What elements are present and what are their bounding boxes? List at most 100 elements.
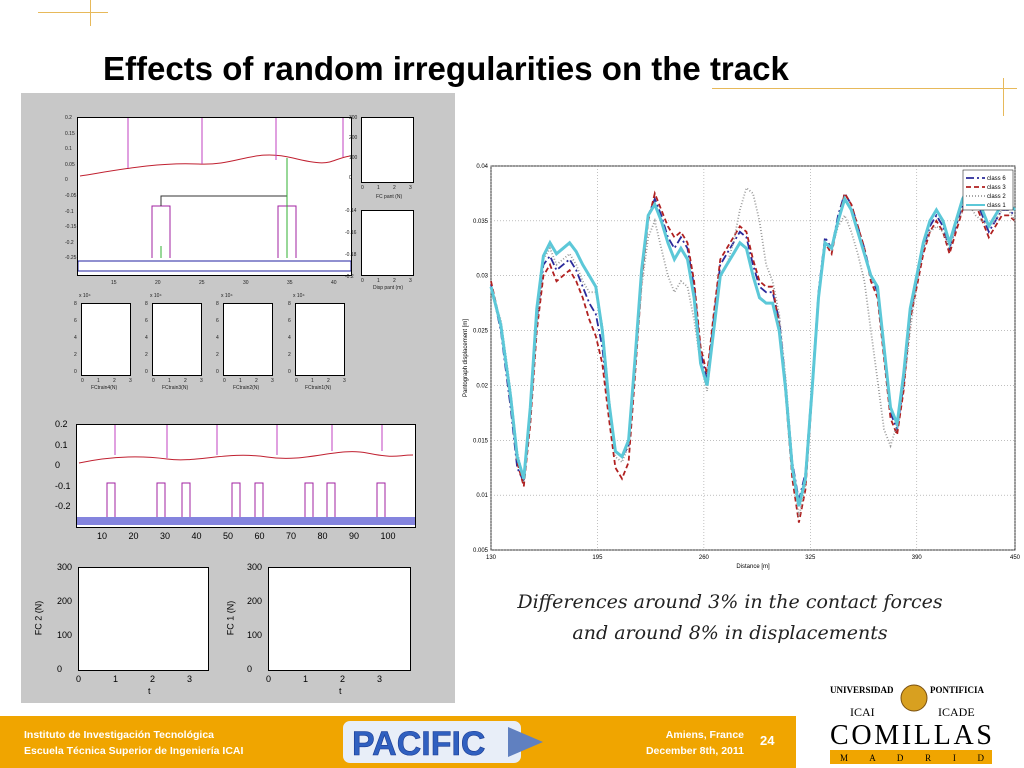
- fc2-ytick: 200: [57, 596, 73, 606]
- train-force-ytick: 2: [145, 352, 148, 358]
- middle-ytick: 0.1: [55, 439, 68, 450]
- train-force-ytick: 8: [216, 301, 219, 307]
- catenary-plot-top-svg: [77, 118, 352, 272]
- fc2-xlabel: t: [148, 686, 151, 696]
- chart-y-tick-label: 0.025: [473, 329, 489, 335]
- fc1-xtick: 1: [303, 674, 309, 684]
- train-force-label: FCtrain2(N): [233, 385, 260, 391]
- middle-xtick: 50: [223, 531, 234, 541]
- train-force-ytick: 0: [74, 369, 77, 375]
- train-force-xtick: 2: [184, 378, 187, 384]
- simulation-panel: FC pant (N) Disp pant (m) FC 2 (N) FC 1 …: [21, 93, 455, 703]
- title-underline: [712, 88, 1017, 89]
- fc-pant-ytick: 0: [349, 175, 352, 181]
- chart-series-line: [490, 186, 1016, 518]
- chart-legend-label: class 3: [987, 185, 1006, 191]
- train-force-xtick: 3: [200, 378, 203, 384]
- middle-xtick: 90: [349, 531, 360, 541]
- fc-pant-xtick: 0: [361, 185, 364, 191]
- train-force-ytick: 0: [216, 369, 219, 375]
- logo-madrid: M A D R I D: [840, 753, 985, 763]
- middle-xtick: 70: [286, 531, 297, 541]
- top-ytick: 0.05: [65, 161, 75, 168]
- fc1-ytick: 300: [247, 562, 263, 572]
- top-xtick: 40: [331, 280, 337, 286]
- contact-marks-top: [160, 158, 288, 258]
- chart-y-tick-label: 0.04: [476, 164, 488, 170]
- disp-pant-ytick: -0.2: [345, 274, 354, 280]
- chart-series-line: [490, 191, 1016, 501]
- logo-univ-line1: UNIVERSIDAD: [830, 685, 894, 695]
- chart-x-axis-label: Distance [m]: [736, 564, 770, 570]
- fc2-ytick: 300: [57, 562, 73, 572]
- corner-line-vertical-top: [90, 0, 91, 26]
- disp-pant-xtick: 1: [377, 278, 380, 284]
- chart-x-tick-label: 450: [1010, 555, 1021, 561]
- fc1-xtick: 2: [340, 674, 346, 684]
- sleepers-top: [77, 260, 352, 272]
- corner-line-vertical-right: [1003, 78, 1004, 116]
- top-ytick: 0.1: [65, 146, 72, 153]
- caption-line-1: Differences around 3% in the contact for…: [517, 591, 943, 613]
- train-force-label: FCtrain3(N): [162, 385, 189, 391]
- top-ytick: -0.15: [65, 224, 77, 231]
- top-ytick: 0: [65, 177, 68, 184]
- pacific-logo: PACIFIC: [341, 719, 543, 765]
- chart-y-tick-label: 0.01: [476, 493, 488, 499]
- fc2-xtick: 1: [113, 674, 119, 684]
- middle-ytick: -0.1: [55, 480, 71, 491]
- train-force-ytick: 6: [288, 318, 291, 324]
- chart-plot-area: [490, 165, 1016, 551]
- fc-pant-plot: [361, 117, 414, 183]
- footer-event-line2: December 8th, 2011: [645, 745, 744, 757]
- page-number: 24: [760, 733, 775, 748]
- train-force-ytick: 4: [145, 335, 148, 341]
- pacific-logo-text: PACIFIC: [352, 725, 485, 763]
- contact-wire-curve: [79, 154, 351, 177]
- middle-ytick: 0.2: [55, 419, 68, 429]
- displacement-chart-svg: 130 195 260 325 390 450 0.005 0.01 0.015 0.02 0.02…: [463, 164, 1021, 570]
- train-force-exponent: x 10⁴: [221, 293, 233, 299]
- train-force-xtick: 0: [223, 378, 226, 384]
- catenary-plot-top: [77, 117, 352, 276]
- train-force-ytick: 0: [145, 369, 148, 375]
- logo-icade: ICADE: [938, 705, 975, 719]
- chart-legend: [962, 169, 1014, 211]
- middle-xtick: 40: [191, 531, 202, 541]
- train-force-ytick: 8: [145, 301, 148, 307]
- train-force-xtick: 1: [97, 378, 100, 384]
- chart-x-tick-label: 130: [486, 555, 497, 561]
- train-force-ytick: 2: [216, 352, 219, 358]
- fc-pant-xtick: 1: [377, 185, 380, 191]
- top-xtick: 30: [243, 280, 249, 286]
- train-force-xtick: 3: [271, 378, 274, 384]
- train-force-exponent: x 10⁴: [293, 293, 305, 299]
- train-force-ytick: 6: [74, 318, 77, 324]
- middle-ytick: -0.2: [55, 501, 71, 511]
- train-force-ytick: 6: [145, 318, 148, 324]
- train-force-plot: [152, 303, 202, 376]
- fc1-xtick: 3: [377, 674, 383, 684]
- footer-institution: Instituto de Investigación Tecnológica E…: [24, 727, 243, 759]
- train-force-ytick: 4: [288, 335, 291, 341]
- fc-pant-label: FC pant (N): [376, 194, 403, 200]
- disp-pant-label: Disp pant (m): [373, 285, 404, 291]
- fc1-ylabel: FC 1 (N): [225, 600, 236, 636]
- top-ytick: -0.2: [65, 239, 74, 246]
- top-xtick: 25: [199, 280, 205, 286]
- train-force-ytick: 4: [216, 335, 219, 341]
- chart-y-tick-label: 0.03: [476, 274, 488, 280]
- top-ytick: 0.2: [65, 115, 72, 121]
- fc1-xtick: 0: [266, 674, 272, 684]
- middle-xtick: 30: [160, 531, 171, 541]
- middle-xtick: 100: [380, 531, 396, 541]
- logo-comillas: COMILLAS: [830, 720, 992, 751]
- logo-univ-line2: PONTIFICIA: [930, 685, 985, 695]
- middle-xtick: 60: [254, 531, 265, 541]
- train-force-ytick: 2: [74, 352, 77, 358]
- disp-pant-xtick: 3: [409, 278, 412, 284]
- train-force-ytick: 8: [74, 301, 77, 307]
- fc2-ytick: 0: [57, 664, 63, 674]
- seal-icon: [900, 684, 928, 712]
- middle-xtick: 20: [128, 531, 139, 541]
